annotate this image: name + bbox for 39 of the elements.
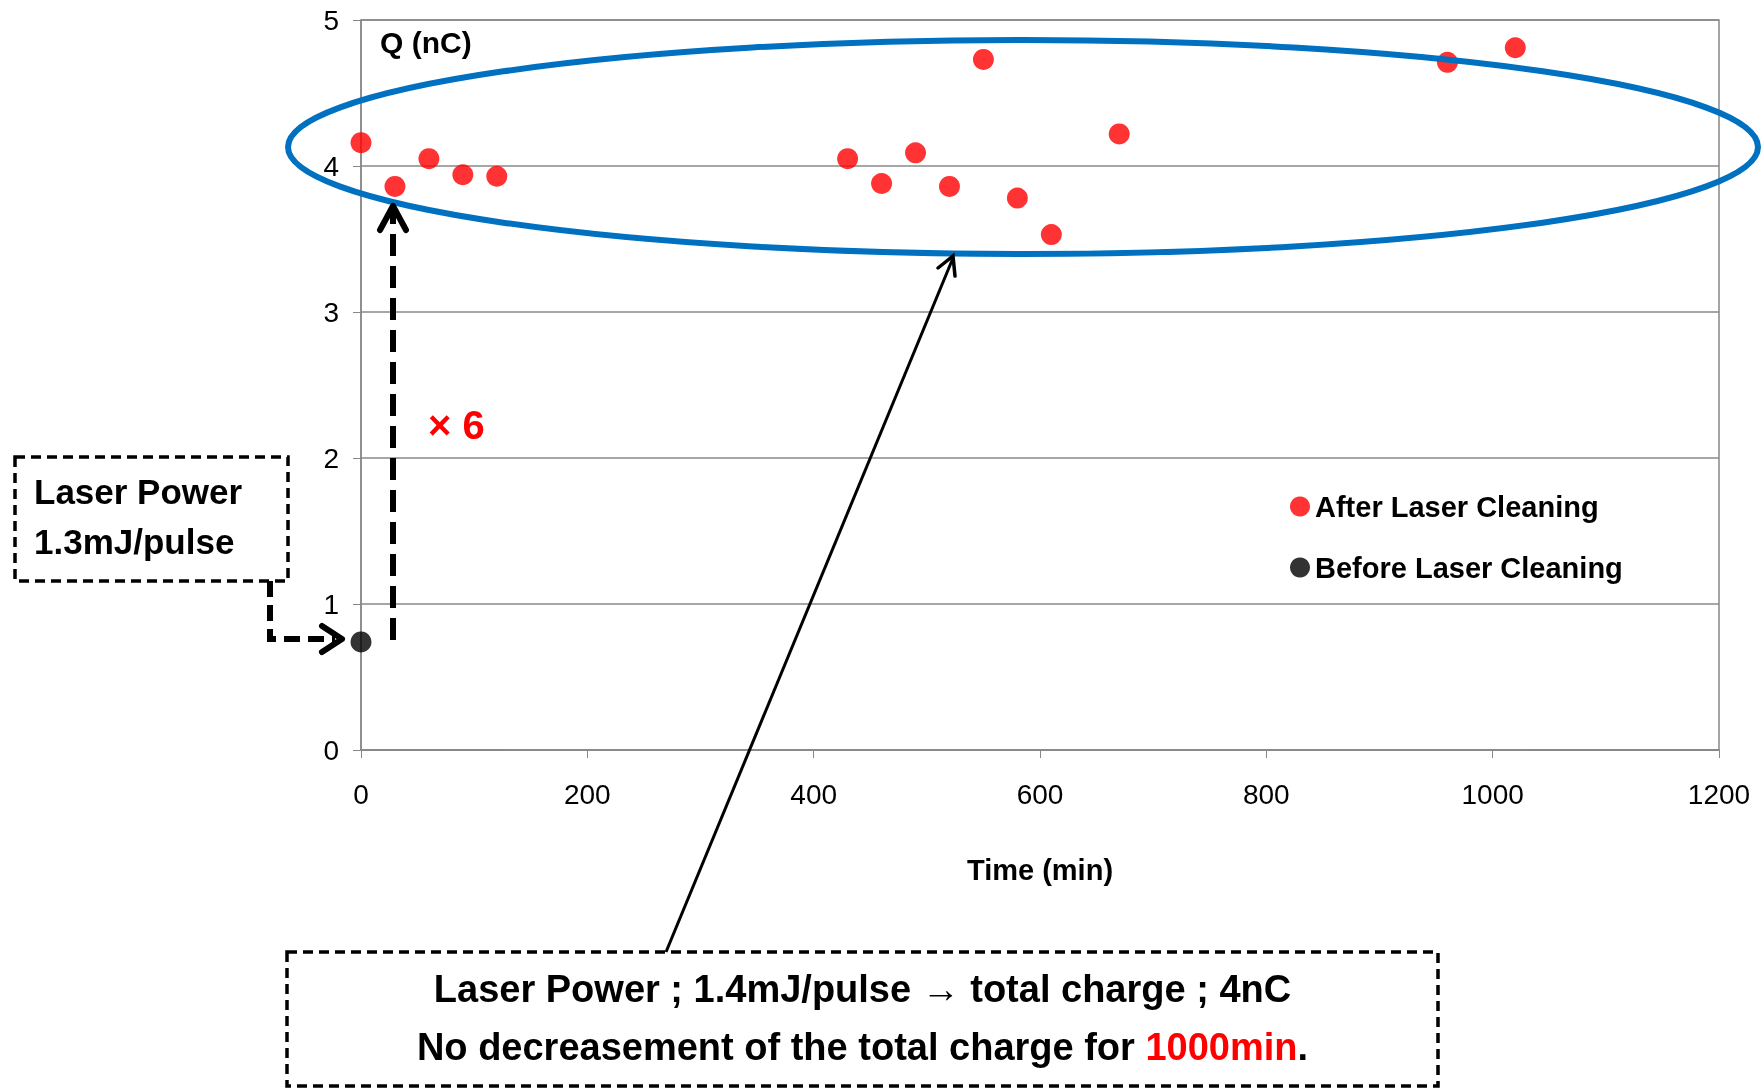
text: 1000min — [1145, 1026, 1298, 1068]
text: . — [1297, 1026, 1309, 1068]
y-tick-label: 3 — [323, 296, 339, 328]
y-tick-label: 1 — [323, 588, 339, 620]
y-axis-title: Q (nC) — [380, 26, 472, 60]
text: Laser Power — [34, 472, 243, 512]
point — [837, 148, 859, 170]
point — [486, 165, 508, 187]
point — [1108, 123, 1130, 145]
point — [905, 142, 927, 164]
x-axis-title: Time (min) — [966, 853, 1114, 886]
annotation: × 6 — [428, 403, 485, 448]
x-tick-label: 0 — [353, 778, 369, 810]
point — [1504, 37, 1526, 59]
point — [452, 164, 474, 186]
point — [1006, 187, 1028, 209]
x-tick-label: 1000 — [1461, 778, 1524, 810]
legend-label: After Laser Cleaning — [1315, 490, 1599, 523]
point — [350, 132, 372, 154]
point — [418, 148, 440, 170]
text: Laser Power ; 1.4mJ/pulse → total charge ; 4nC — [432, 968, 1293, 1011]
point — [972, 48, 994, 70]
x-tick-label: 600 — [1016, 778, 1064, 810]
point — [1040, 224, 1062, 246]
y-tick-label: 2 — [323, 442, 339, 474]
text: No decreasement of the total charge for — [416, 1026, 1136, 1068]
point — [384, 175, 406, 197]
legend-label: Before Laser Cleaning — [1315, 551, 1623, 584]
point — [938, 175, 960, 197]
x-tick-label: 400 — [790, 778, 838, 810]
y-tick-label: 5 — [323, 4, 339, 36]
y-tick-label: 0 — [323, 734, 339, 766]
text: 1.3mJ/pulse — [34, 522, 235, 562]
x-tick-label: 800 — [1242, 778, 1290, 810]
point — [350, 631, 372, 653]
point — [871, 173, 893, 195]
y-tick-label: 4 — [323, 150, 339, 182]
x-tick-label: 200 — [563, 778, 611, 810]
x-tick-label: 1200 — [1687, 778, 1751, 810]
